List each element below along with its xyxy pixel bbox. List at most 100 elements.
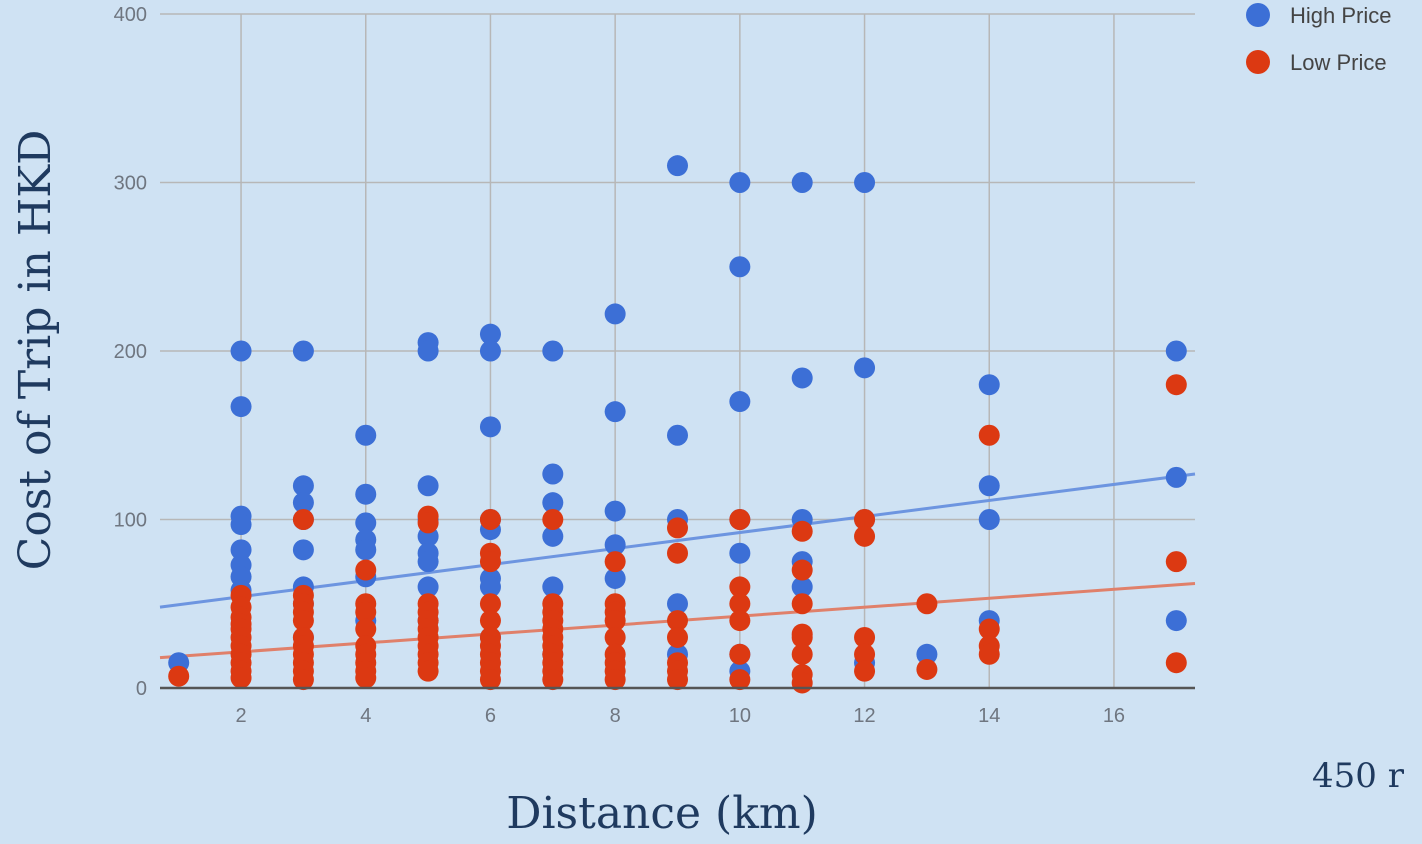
point-high-price <box>542 463 564 485</box>
y-tick-label: 200 <box>114 341 147 363</box>
point-low-price <box>729 643 751 665</box>
x-tick-label: 12 <box>853 705 875 727</box>
point-low-price <box>916 658 938 680</box>
point-low-price <box>292 610 314 632</box>
point-low-price <box>542 669 564 691</box>
legend-marker <box>1246 3 1270 27</box>
point-low-price <box>479 669 501 691</box>
point-high-price <box>1165 340 1187 362</box>
point-low-price <box>1165 652 1187 674</box>
trendline-high-price <box>159 472 1196 609</box>
point-low-price <box>854 660 876 682</box>
point-low-price <box>168 665 190 687</box>
point-high-price <box>355 512 377 534</box>
point-low-price <box>791 626 813 648</box>
point-high-price <box>791 576 813 598</box>
point-low-price <box>355 601 377 623</box>
data-points <box>168 155 1187 694</box>
point-high-price <box>230 396 252 418</box>
x-tick-label: 2 <box>235 705 246 727</box>
x-tick-label: 10 <box>729 705 751 727</box>
point-low-price <box>604 626 626 648</box>
point-high-price <box>230 514 252 536</box>
point-high-price <box>729 391 751 413</box>
point-low-price <box>355 559 377 581</box>
point-high-price <box>729 542 751 564</box>
point-low-price <box>978 424 1000 446</box>
point-high-price <box>292 340 314 362</box>
point-low-price <box>292 669 314 691</box>
point-high-price <box>667 593 688 615</box>
point-high-price <box>667 155 688 177</box>
point-low-price <box>667 542 688 564</box>
legend-label: Low Price <box>1290 50 1387 75</box>
point-high-price <box>292 475 314 497</box>
x-axis-title: Distance (km) <box>506 788 818 839</box>
point-low-price <box>729 669 751 691</box>
point-high-price <box>729 256 751 278</box>
point-low-price <box>854 509 876 530</box>
point-high-price <box>978 475 1000 497</box>
point-low-price <box>978 643 1000 665</box>
point-low-price <box>667 517 688 539</box>
point-high-price <box>604 567 626 589</box>
point-high-price <box>604 303 626 325</box>
y-axis-title: Cost of Trip in HKD <box>10 130 61 571</box>
point-low-price <box>604 610 626 632</box>
point-low-price <box>417 512 439 534</box>
point-high-price <box>542 340 564 362</box>
point-high-price <box>417 475 439 497</box>
axes: 0 100 200 300 400 2 4 6 8 10 12 14 16 <box>114 4 1195 727</box>
point-high-price <box>1165 610 1187 632</box>
point-high-price <box>355 539 377 561</box>
x-tick-label: 6 <box>485 705 496 727</box>
point-high-price <box>479 323 501 345</box>
point-low-price <box>230 667 252 689</box>
point-low-price <box>729 593 751 615</box>
y-tick-label: 400 <box>114 4 147 26</box>
x-tick-label: 16 <box>1103 705 1125 727</box>
x-tick-label: 4 <box>360 705 371 727</box>
point-high-price <box>479 576 501 598</box>
point-high-price <box>854 172 876 193</box>
x-tick-label: 8 <box>610 705 621 727</box>
point-low-price <box>916 593 938 615</box>
point-low-price <box>1165 551 1187 573</box>
point-low-price <box>854 525 876 547</box>
point-high-price <box>355 483 377 505</box>
point-low-price <box>292 509 314 530</box>
point-low-price <box>791 520 813 542</box>
point-low-price <box>667 669 688 691</box>
point-low-price <box>604 669 626 691</box>
point-high-price <box>417 340 439 362</box>
point-high-price <box>1165 466 1187 488</box>
point-low-price <box>791 672 813 694</box>
point-low-price <box>791 593 813 615</box>
point-low-price <box>355 667 377 689</box>
point-low-price <box>667 626 688 648</box>
point-high-price <box>667 424 688 446</box>
point-high-price <box>417 551 439 573</box>
x-tick-label: 14 <box>978 705 1000 727</box>
point-high-price <box>230 340 252 362</box>
point-high-price <box>604 534 626 556</box>
y-tick-label: 0 <box>136 678 147 700</box>
point-low-price <box>417 660 439 682</box>
point-low-price <box>729 509 751 530</box>
point-low-price <box>854 643 876 665</box>
point-high-price <box>729 172 751 193</box>
point-low-price <box>355 618 377 640</box>
point-high-price <box>791 367 813 389</box>
point-high-price <box>542 576 564 598</box>
point-high-price <box>542 525 564 547</box>
point-high-price <box>604 500 626 522</box>
legend-label: High Price <box>1290 3 1391 28</box>
point-low-price <box>479 509 501 530</box>
point-low-price <box>791 643 813 665</box>
point-high-price <box>978 509 1000 530</box>
point-low-price <box>1165 374 1187 396</box>
point-high-price <box>479 416 501 438</box>
point-low-price <box>854 626 876 648</box>
point-high-price <box>355 424 377 446</box>
